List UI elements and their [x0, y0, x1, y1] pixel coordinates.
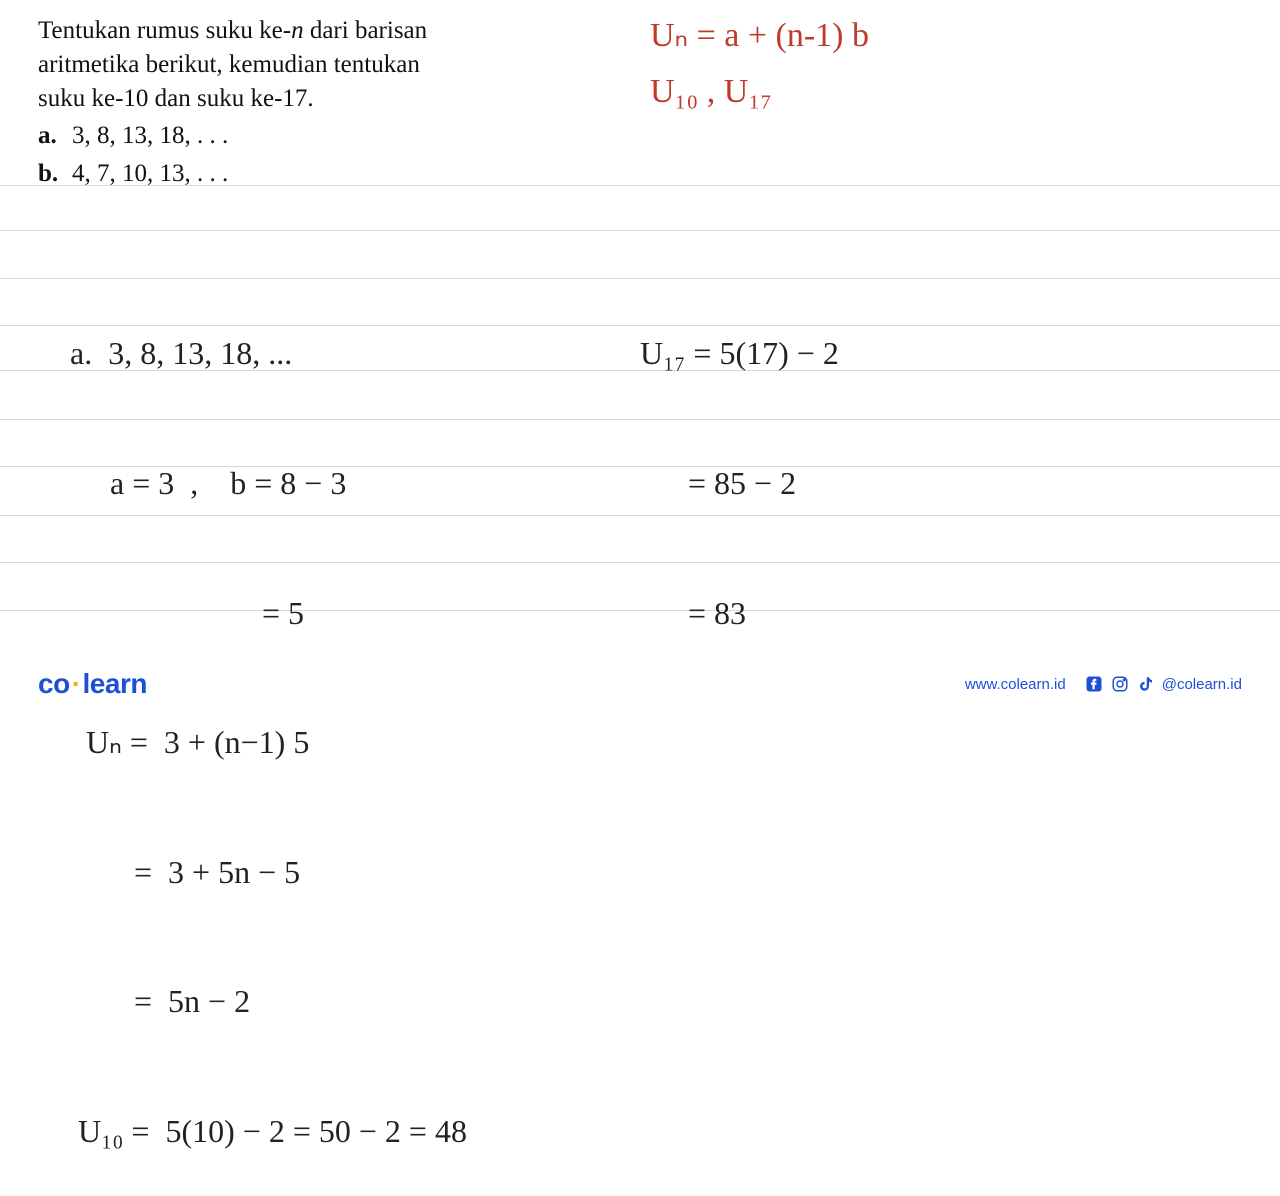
work-left: a. 3, 8, 13, 18, ... a = 3 , b = 8 − 3 =… [70, 246, 467, 1196]
footer-right: www.colearn.id @colearn.id [965, 674, 1242, 694]
footer-handle: @colearn.id [1162, 676, 1242, 693]
wl-5: = 3 + 5n − 5 [70, 851, 467, 894]
wl-3: = 5 [70, 592, 467, 635]
logo-learn: learn [83, 668, 147, 699]
red-formula: Uₙ = a + (n-1) b [650, 16, 869, 57]
option-a: a.3, 8, 13, 18, . . . [38, 119, 568, 153]
facebook-icon [1084, 674, 1104, 694]
wr-1: U₁₇ = 5(17) − 2 [640, 332, 839, 375]
brand-logo: co·learn [38, 668, 147, 700]
wr-3: = 83 [640, 592, 839, 635]
work-right: U₁₇ = 5(17) − 2 = 85 − 2 = 83 [640, 246, 839, 678]
socials: @colearn.id [1084, 674, 1242, 694]
option-a-text: 3, 8, 13, 18, . . . [72, 122, 228, 149]
footer: co·learn www.colearn.id @colearn.id [38, 668, 1242, 700]
question-block: Tentukan rumus suku ke-n dari barisan ar… [38, 14, 568, 191]
red-targets: U₁₀ , U₁₇ [650, 72, 772, 113]
question-line-2: aritmetika berikut, kemudian tentukan [38, 48, 568, 82]
option-b-text: 4, 7, 10, 13, . . . [72, 160, 228, 187]
question-line-3: suku ke-10 dan suku ke-17. [38, 82, 568, 116]
wr-2: = 85 − 2 [640, 462, 839, 505]
question-line-1: Tentukan rumus suku ke-n dari barisan [38, 14, 568, 48]
wl-4: Uₙ = 3 + (n−1) 5 [70, 721, 467, 764]
wl-6: = 5n − 2 [70, 980, 467, 1023]
q-line1-italic: n [291, 17, 304, 44]
logo-dot: · [72, 668, 81, 699]
option-a-label: a. [38, 119, 72, 153]
instagram-icon [1110, 674, 1130, 694]
option-b: b.4, 7, 10, 13, . . . [38, 157, 568, 191]
q-line1-a: Tentukan rumus suku ke- [38, 17, 291, 44]
logo-co: co [38, 668, 70, 699]
wl-2: a = 3 , b = 8 − 3 [70, 462, 467, 505]
wl-7: U₁₀ = 5(10) − 2 = 50 − 2 = 48 [70, 1110, 467, 1153]
footer-url: www.colearn.id [965, 676, 1066, 693]
tiktok-icon [1136, 674, 1156, 694]
option-b-label: b. [38, 157, 72, 191]
q-line1-b: dari barisan [304, 17, 428, 44]
wl-1: a. 3, 8, 13, 18, ... [70, 332, 467, 375]
